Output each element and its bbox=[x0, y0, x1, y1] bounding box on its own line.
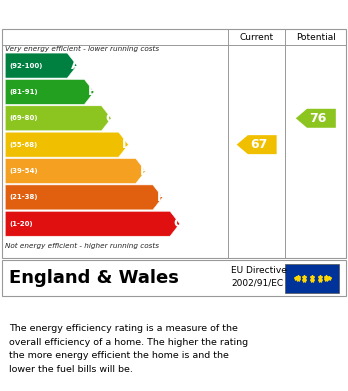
Text: (55-68): (55-68) bbox=[9, 142, 38, 148]
Text: The energy efficiency rating is a measure of the
overall efficiency of a home. T: The energy efficiency rating is a measur… bbox=[9, 324, 248, 374]
Text: F: F bbox=[157, 191, 165, 204]
Text: Current: Current bbox=[239, 33, 274, 42]
Text: Energy Efficiency Rating: Energy Efficiency Rating bbox=[9, 7, 230, 22]
Text: G: G bbox=[173, 217, 183, 230]
Polygon shape bbox=[5, 53, 77, 78]
Text: D: D bbox=[121, 138, 132, 151]
Text: (21-38): (21-38) bbox=[9, 194, 38, 200]
Text: A: A bbox=[71, 59, 80, 72]
Text: E: E bbox=[140, 165, 148, 178]
Text: (69-80): (69-80) bbox=[9, 115, 38, 121]
Text: 67: 67 bbox=[250, 138, 267, 151]
Polygon shape bbox=[5, 211, 180, 236]
Polygon shape bbox=[296, 109, 336, 128]
Polygon shape bbox=[5, 106, 111, 131]
Text: (1-20): (1-20) bbox=[9, 221, 33, 227]
Text: (39-54): (39-54) bbox=[9, 168, 38, 174]
Text: C: C bbox=[105, 112, 114, 125]
Text: EU Directive
2002/91/EC: EU Directive 2002/91/EC bbox=[231, 266, 287, 287]
Polygon shape bbox=[5, 158, 145, 183]
Text: (81-91): (81-91) bbox=[9, 89, 38, 95]
Polygon shape bbox=[5, 79, 94, 104]
Text: Potential: Potential bbox=[296, 33, 336, 42]
Text: Not energy efficient - higher running costs: Not energy efficient - higher running co… bbox=[5, 243, 159, 249]
Text: B: B bbox=[88, 85, 97, 99]
Polygon shape bbox=[5, 132, 128, 157]
Text: (92-100): (92-100) bbox=[9, 63, 43, 68]
Text: 76: 76 bbox=[309, 112, 326, 125]
Text: Very energy efficient - lower running costs: Very energy efficient - lower running co… bbox=[5, 46, 159, 52]
Polygon shape bbox=[237, 135, 277, 154]
Bar bbox=[285, 264, 339, 293]
Polygon shape bbox=[5, 185, 163, 210]
Text: England & Wales: England & Wales bbox=[9, 269, 179, 287]
